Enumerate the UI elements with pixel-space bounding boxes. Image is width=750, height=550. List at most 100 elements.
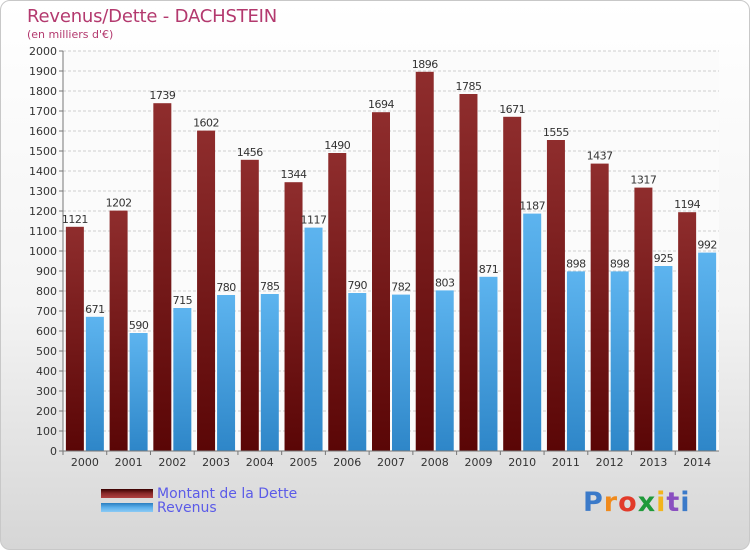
- bar-dette: [503, 116, 522, 452]
- x-tick-label: 2012: [596, 456, 624, 469]
- data-label-revenus: 780: [216, 281, 236, 294]
- y-tick-label: 200: [36, 405, 57, 418]
- data-label-dette: 1456: [237, 146, 263, 159]
- y-tick-label: 900: [36, 265, 57, 278]
- y-tick-label: 1500: [29, 145, 57, 158]
- bar-dette: [109, 210, 128, 451]
- data-label-dette: 1194: [674, 198, 700, 211]
- data-label-revenus: 898: [610, 257, 630, 270]
- y-tick-label: 300: [36, 385, 57, 398]
- data-label-revenus: 898: [566, 257, 586, 270]
- bar-dette: [634, 187, 653, 451]
- logo-letter: P: [583, 487, 604, 518]
- x-tick-label: 2002: [158, 456, 186, 469]
- logo-letter: i: [656, 487, 667, 518]
- x-tick-label: 2004: [246, 456, 274, 469]
- data-label-revenus: 715: [173, 294, 193, 307]
- bar-revenus: [654, 266, 673, 451]
- bars: 1121 671 1202 590 1739 715 1602 780 1456 785 1344 1…: [62, 58, 717, 452]
- data-label-revenus: 671: [85, 303, 105, 316]
- y-tick-label: 1300: [29, 185, 57, 198]
- bar-dette: [415, 71, 434, 452]
- bar-revenus: [173, 308, 192, 451]
- data-label-revenus: 992: [697, 239, 717, 252]
- x-tick-label: 2000: [71, 456, 99, 469]
- bar-dette: [459, 94, 478, 451]
- data-label-dette: 1739: [149, 89, 175, 102]
- x-axis: 2000 2001 2002 2003 2004 2005 2006 2007 2008 2009…: [62, 450, 719, 469]
- data-label-dette: 1490: [324, 139, 350, 152]
- x-tick-label: 2001: [115, 456, 143, 469]
- bar-revenus: [392, 294, 410, 451]
- x-tick-label: 2013: [639, 456, 667, 469]
- bar-revenus: [260, 294, 279, 451]
- x-tick-label: 2006: [333, 456, 361, 469]
- logo-letter: t: [666, 487, 681, 518]
- x-tick-label: 2011: [552, 456, 580, 469]
- y-tick-label: 600: [36, 325, 57, 338]
- bar-revenus: [566, 271, 585, 451]
- data-label-dette: 1785: [455, 80, 481, 93]
- bar-dette: [153, 103, 172, 451]
- data-label-dette: 1344: [281, 168, 307, 181]
- legend-label-dette: Montant de la Dette: [157, 486, 298, 502]
- bar-revenus: [85, 316, 104, 451]
- y-tick-label: 1100: [29, 225, 57, 238]
- bar-dette: [678, 212, 697, 451]
- data-label-revenus: 803: [435, 276, 455, 289]
- data-label-dette: 1121: [62, 213, 88, 226]
- chart-title: Revenus/Dette - DACHSTEIN: [27, 6, 278, 27]
- bar-revenus: [523, 213, 542, 451]
- proxiti-logo: Proxiti: [583, 487, 691, 518]
- y-tick-label: 400: [36, 365, 57, 378]
- bar-revenus: [348, 293, 367, 451]
- x-tick-label: 2003: [202, 456, 230, 469]
- data-label-dette: 1317: [630, 174, 656, 187]
- logo-letter: r: [603, 487, 619, 518]
- data-label-dette: 1202: [106, 197, 132, 210]
- bar-revenus: [698, 252, 717, 451]
- data-label-revenus: 1187: [519, 200, 545, 213]
- logo-letter: o: [618, 487, 638, 518]
- data-label-dette: 1555: [543, 126, 569, 139]
- chart-subtitle: (en milliers d'€): [27, 28, 114, 41]
- bar-dette: [65, 226, 84, 451]
- y-tick-label: 1200: [29, 205, 57, 218]
- bar-dette: [372, 112, 390, 451]
- logo-letter: i: [680, 487, 691, 518]
- legend-label-revenus: Revenus: [157, 500, 217, 516]
- y-tick-label: 700: [36, 305, 57, 318]
- y-tick-label: 500: [36, 345, 57, 358]
- y-tick-label: 1400: [29, 165, 57, 178]
- y-tick-label: 0: [50, 445, 57, 458]
- y-tick-label: 1000: [29, 245, 57, 258]
- y-tick-label: 1600: [29, 125, 57, 138]
- legend-swatch-dette: [101, 489, 153, 498]
- y-tick-label: 800: [36, 285, 57, 298]
- data-label-revenus: 590: [129, 319, 149, 332]
- bar-revenus: [479, 276, 498, 451]
- data-label-dette: 1896: [412, 58, 438, 71]
- bar-revenus: [217, 295, 236, 451]
- data-label-revenus: 782: [391, 281, 411, 294]
- bar-dette: [197, 130, 216, 451]
- data-label-revenus: 785: [260, 280, 280, 293]
- x-tick-label: 2008: [421, 456, 449, 469]
- y-tick-label: 100: [36, 425, 57, 438]
- x-tick-label: 2010: [508, 456, 536, 469]
- bar-dette: [590, 163, 609, 451]
- data-label-dette: 1602: [193, 117, 219, 130]
- data-label-dette: 1671: [499, 103, 525, 116]
- bar-revenus: [435, 290, 454, 451]
- x-tick-label: 2009: [464, 456, 492, 469]
- x-tick-label: 2014: [683, 456, 711, 469]
- data-label-revenus: 871: [479, 263, 499, 276]
- logo-letter: x: [637, 487, 657, 518]
- bar-dette: [328, 153, 347, 451]
- data-label-revenus: 790: [348, 279, 368, 292]
- legend-swatch-revenus: [101, 503, 153, 512]
- y-tick-label: 1700: [29, 105, 57, 118]
- bar-revenus: [610, 271, 629, 451]
